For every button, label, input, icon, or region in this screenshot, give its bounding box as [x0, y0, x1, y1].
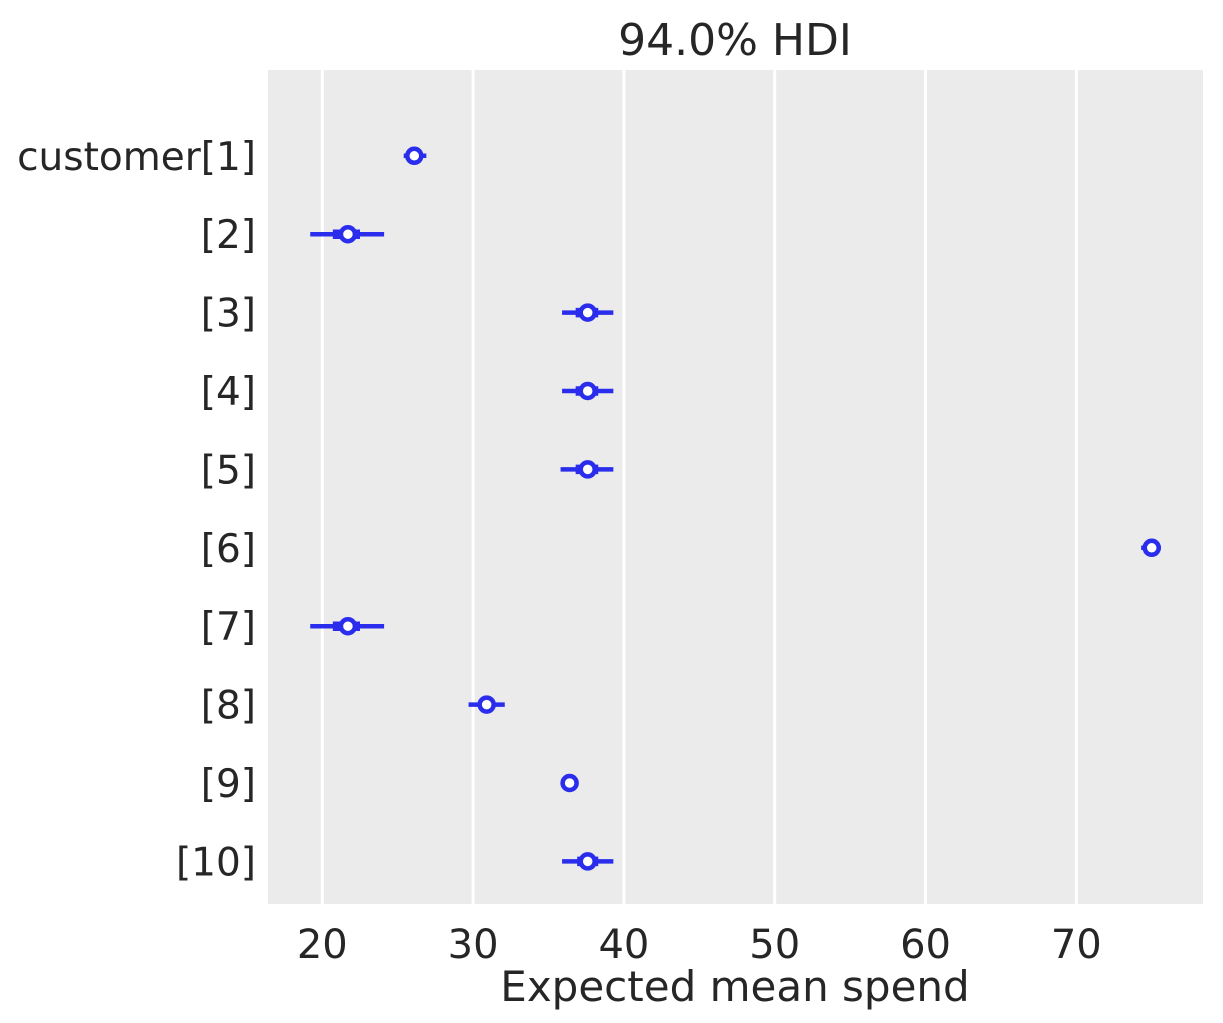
x-tick-label: 70 [1051, 922, 1102, 968]
mean-point-marker [338, 224, 358, 244]
y-tick-label: [8] [201, 684, 256, 729]
y-tick-label: [3] [201, 292, 256, 337]
x-tick-label: 30 [448, 922, 499, 968]
mean-point-marker [578, 460, 597, 479]
mean-point-marker [338, 616, 358, 636]
plot-title: 94.0% HDI [618, 15, 852, 66]
mean-point-marker [578, 303, 597, 322]
mean-point-marker [578, 381, 597, 401]
y-tick-label: [7] [201, 605, 256, 650]
y-tick-label: [10] [176, 840, 256, 885]
y-tick-label: [5] [201, 448, 256, 493]
y-tick-label: [9] [201, 762, 256, 807]
x-axis-label: Expected mean spend [500, 962, 969, 1011]
mean-point-marker [578, 852, 597, 871]
plot-area [268, 70, 1203, 904]
y-tick-label: customer[1] [17, 135, 256, 180]
x-tick-label: 60 [900, 922, 951, 968]
mean-point-marker [477, 695, 496, 714]
y-tick-label: [2] [201, 213, 256, 258]
y-tick-label: [6] [201, 527, 256, 572]
mean-point-marker [405, 146, 424, 166]
x-tick-label: 50 [749, 922, 800, 968]
y-tick-label: [4] [201, 370, 256, 415]
mean-point-marker [560, 773, 579, 793]
x-tick-label: 20 [297, 922, 348, 968]
x-tick-label: 40 [598, 922, 649, 968]
mean-point-marker [1142, 538, 1161, 558]
